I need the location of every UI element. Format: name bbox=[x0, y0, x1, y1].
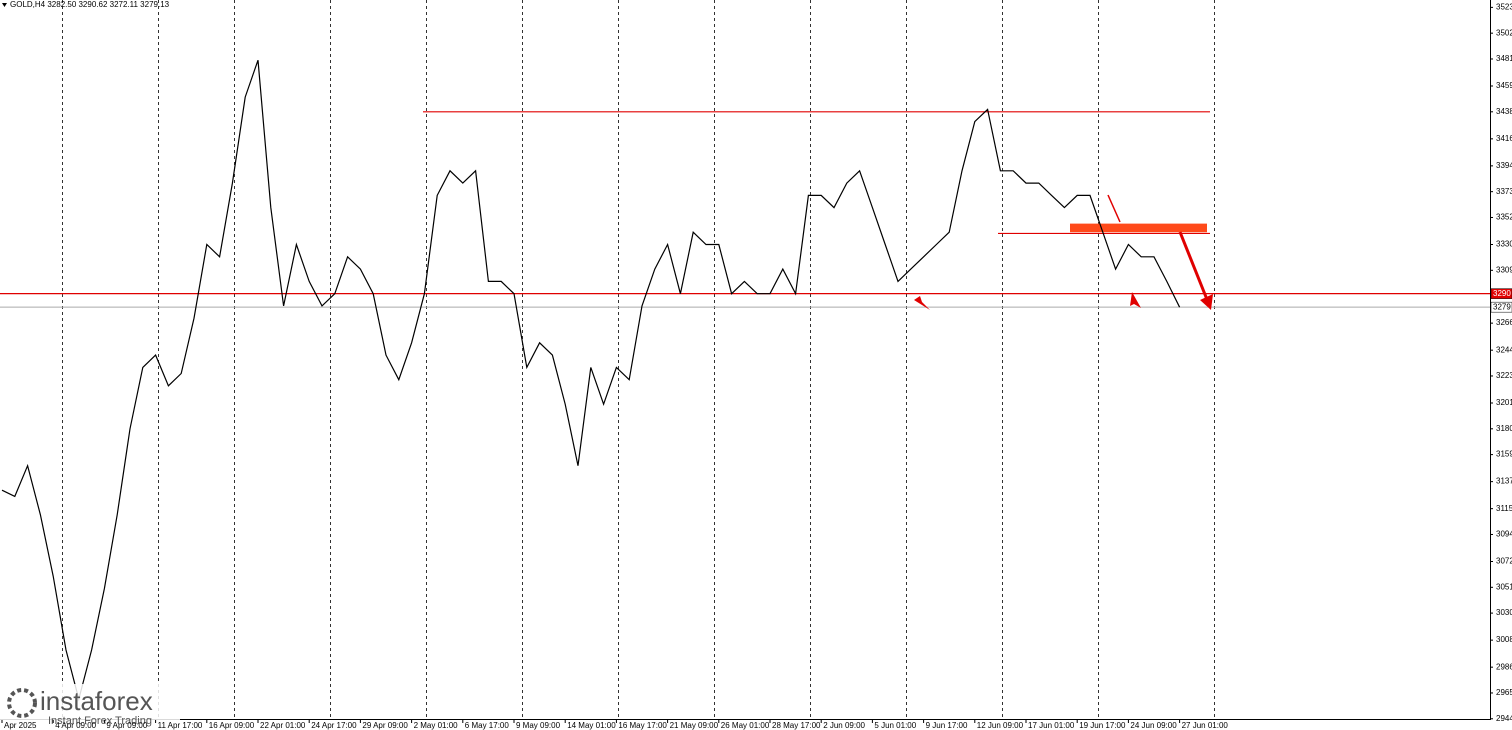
x-tick-label: 6 May 17:00 bbox=[465, 721, 510, 730]
chart-title: GOLD,H4 3282.50 3290.62 3272.11 3279.13 bbox=[10, 0, 170, 9]
title-marker bbox=[2, 3, 7, 7]
x-tick-label: 5 Jun 01:00 bbox=[874, 721, 916, 730]
x-tick-label: 16 May 17:00 bbox=[618, 721, 667, 730]
plot bbox=[0, 60, 1490, 702]
y-tick-label: 3352 bbox=[1496, 213, 1512, 222]
y-tick-label: 3030 bbox=[1496, 608, 1512, 617]
x-tick-label: 16 Apr 09:00 bbox=[209, 721, 255, 730]
y-tick-label: 3502 bbox=[1496, 28, 1512, 37]
y-tick-label: 3137 bbox=[1496, 477, 1512, 486]
x-tick-label: 11 Apr 17:00 bbox=[158, 721, 203, 730]
y-tick-label: 3223 bbox=[1496, 371, 1512, 380]
price-label: 3279 bbox=[1493, 302, 1511, 311]
y-tick-label: 3416 bbox=[1496, 134, 1512, 143]
x-tick-label: 21 May 09:00 bbox=[670, 721, 719, 730]
y-tick-label: 3523 bbox=[1496, 2, 1512, 11]
y-tick-label: 3309 bbox=[1496, 265, 1512, 274]
y-tick-label: 3159 bbox=[1496, 450, 1512, 459]
x-tick-label: 4 Apr 09:00 bbox=[55, 721, 96, 730]
y-tick-label: 3072 bbox=[1496, 557, 1512, 566]
x-tick-label: 14 May 01:00 bbox=[567, 721, 616, 730]
price-line bbox=[1, 60, 1181, 702]
arrow-head bbox=[1107, 194, 1121, 223]
logo-icon bbox=[7, 688, 37, 718]
y-tick-label: 3438 bbox=[1496, 107, 1512, 116]
arrow bbox=[1178, 231, 1210, 303]
y-tick-label: 3330 bbox=[1496, 240, 1512, 249]
y-tick-label: 3008 bbox=[1496, 635, 1512, 644]
x-tick-label: 26 May 01:00 bbox=[721, 721, 770, 730]
x-tick-label: 24 Jun 09:00 bbox=[1130, 721, 1177, 730]
y-tick-label: 2986 bbox=[1496, 662, 1512, 671]
price-label: 3290 bbox=[1493, 289, 1511, 298]
price-label-box bbox=[1490, 288, 1512, 299]
y-tick-label: 3201 bbox=[1496, 398, 1512, 407]
x-tick-label: 19 Jun 17:00 bbox=[1079, 721, 1126, 730]
logo-bg bbox=[0, 684, 180, 728]
x-tick-label: 9 Apr 09:00 bbox=[106, 721, 147, 730]
y-tick-label: 3244 bbox=[1496, 345, 1512, 354]
resistance-zone bbox=[1070, 223, 1207, 233]
x-tick-label: 24 Apr 17:00 bbox=[311, 721, 357, 730]
price-label-box bbox=[1490, 301, 1512, 313]
y-tick-label: 3266 bbox=[1496, 318, 1512, 327]
y-tick-label: 3394 bbox=[1496, 161, 1512, 170]
y-tick-label: 2965 bbox=[1496, 688, 1512, 697]
y-tick-label: 3180 bbox=[1496, 424, 1512, 433]
logo: instaforex Instant Forex Trading bbox=[0, 684, 180, 728]
y-tick-label: 3051 bbox=[1496, 582, 1512, 591]
y-tick-label: 3481 bbox=[1496, 54, 1512, 63]
x-tick-label: Apr 2025 bbox=[4, 721, 37, 730]
x-tick-label: 29 Apr 09:00 bbox=[362, 721, 408, 730]
x-tick-label: 2 Jun 09:00 bbox=[823, 721, 865, 730]
title-group: GOLD,H4 3282.50 3290.62 3272.11 3279.13 bbox=[2, 0, 170, 9]
x-tick-label: 27 Jun 01:00 bbox=[1182, 721, 1229, 730]
x-tick-label: 17 Jun 01:00 bbox=[1028, 721, 1075, 730]
x-tick-label: 22 Apr 01:00 bbox=[260, 721, 306, 730]
logo-tagline: Instant Forex Trading bbox=[48, 715, 152, 727]
marker bbox=[1130, 292, 1141, 308]
x-tick-label: 12 Jun 09:00 bbox=[977, 721, 1024, 730]
arrow-head bbox=[1200, 294, 1213, 310]
logo-brand: instaforex bbox=[40, 686, 153, 716]
x-tick-label: 9 May 09:00 bbox=[516, 721, 561, 730]
y-tick-label: 3459 bbox=[1496, 81, 1512, 90]
y-tick-label: 3115 bbox=[1496, 504, 1512, 513]
y-tick-label: 3094 bbox=[1496, 530, 1512, 539]
x-tick-label: 2 May 01:00 bbox=[414, 721, 459, 730]
x-tick-label: 9 Jun 17:00 bbox=[926, 721, 968, 730]
x-tick-label: 28 May 17:00 bbox=[772, 721, 821, 730]
marker bbox=[914, 296, 930, 310]
y-tick-label: 2944 bbox=[1496, 714, 1512, 723]
y-tick-label: 3373 bbox=[1496, 187, 1512, 196]
